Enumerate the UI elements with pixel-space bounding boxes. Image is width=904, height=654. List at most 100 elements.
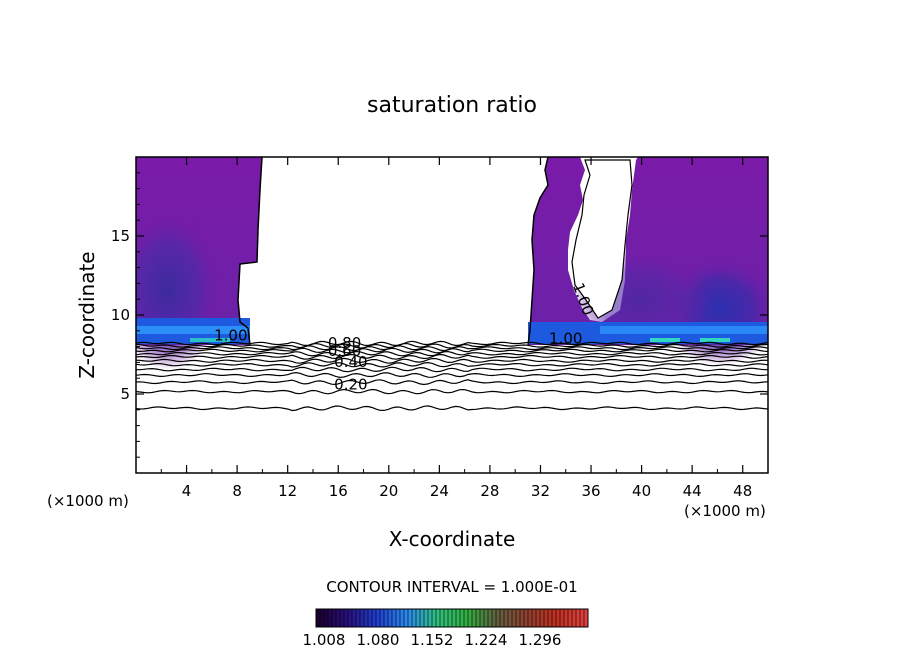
colorbar-cell xyxy=(508,609,513,627)
contour-line xyxy=(136,405,768,412)
colorbar-cell xyxy=(572,609,577,627)
colorbar-cell xyxy=(332,609,337,627)
x-tick-label: 8 xyxy=(232,482,242,500)
contour-line xyxy=(136,388,768,395)
colorbar-cell xyxy=(356,609,361,627)
colorbar-cell xyxy=(452,609,457,627)
colorbar-cell xyxy=(372,609,377,627)
chart-title: saturation ratio xyxy=(367,93,537,118)
colorbar-cell xyxy=(536,609,541,627)
colorbar-cell xyxy=(512,609,517,627)
cyan-streak-2 xyxy=(700,338,730,342)
x-tick-label: 40 xyxy=(632,482,651,500)
colorbar-cell xyxy=(376,609,381,627)
y-tick-label: 10 xyxy=(111,306,130,324)
colorbar-cell xyxy=(516,609,521,627)
colorbar-labels: 1.008 1.080 1.152 1.224 1.296 xyxy=(303,631,562,649)
colorbar-cell xyxy=(496,609,501,627)
colorbar-cell xyxy=(428,609,433,627)
colorbar-cell xyxy=(384,609,389,627)
colorbar-label: 1.224 xyxy=(465,631,508,649)
bright-band-left xyxy=(136,326,250,334)
colorbar-label: 1.152 xyxy=(411,631,454,649)
white-gap xyxy=(571,159,633,319)
contour-lines xyxy=(136,340,768,412)
contour-line xyxy=(136,353,768,360)
contour-line xyxy=(136,347,768,354)
colorbar-cell xyxy=(328,609,333,627)
contour-label: 1.00 xyxy=(214,326,247,344)
contour-label: 0.40 xyxy=(334,353,367,371)
contour-line xyxy=(136,350,768,357)
x-tick-label: 32 xyxy=(531,482,550,500)
contour-label: 1.00 xyxy=(549,329,582,347)
colorbar-cell xyxy=(476,609,481,627)
colorbar-cell xyxy=(388,609,393,627)
colorbar xyxy=(315,609,589,627)
plot-field xyxy=(136,157,768,412)
colorbar-cell xyxy=(580,609,585,627)
colorbar-cell xyxy=(504,609,509,627)
colorbar-cell xyxy=(316,609,321,627)
x-tick-label: 16 xyxy=(329,482,348,500)
colorbar-cell xyxy=(444,609,449,627)
colorbar-cell xyxy=(412,609,417,627)
x-axis-label: X-coordinate xyxy=(389,527,516,551)
colorbar-cell xyxy=(568,609,573,627)
contour-label: 0.20 xyxy=(334,375,367,393)
colorbar-cell xyxy=(460,609,465,627)
colorbar-cell xyxy=(360,609,365,627)
colorbar-cell xyxy=(348,609,353,627)
colorbar-cell xyxy=(480,609,485,627)
x-tick-label: 36 xyxy=(581,482,600,500)
colorbar-cell xyxy=(344,609,349,627)
colorbar-cell xyxy=(456,609,461,627)
colorbar-frame xyxy=(315,608,589,628)
x-tick-label: 28 xyxy=(480,482,499,500)
colorbar-cell xyxy=(420,609,425,627)
contour-interval-text: CONTOUR INTERVAL = 1.000E-01 xyxy=(326,578,577,596)
colorbar-label: 1.296 xyxy=(519,631,562,649)
contour-line xyxy=(136,357,768,364)
x-tick-label: 4 xyxy=(182,482,192,500)
colorbar-cell xyxy=(324,609,329,627)
contour-labels: 1.00 0.800.600.400.201.001.00 xyxy=(214,280,597,393)
y-tick-label: 15 xyxy=(111,227,130,245)
colorbar-cell xyxy=(540,609,545,627)
colorbar-label: 1.008 xyxy=(303,631,346,649)
colorbar-cell xyxy=(416,609,421,627)
boundary-left xyxy=(237,157,263,346)
colorbar-cell xyxy=(484,609,489,627)
x-tick-label: 44 xyxy=(683,482,702,500)
colorbar-cell xyxy=(464,609,469,627)
colorbar-cell xyxy=(336,609,341,627)
colorbar-cell xyxy=(488,609,493,627)
y-axis-ticks: 5 10 15 xyxy=(111,172,768,458)
colorbar-cell xyxy=(368,609,373,627)
cyan-streak-3 xyxy=(190,338,230,342)
contour-label: 0.60 xyxy=(328,342,361,360)
contour-line xyxy=(136,371,768,379)
colorbar-cell xyxy=(424,609,429,627)
colorbar-cell xyxy=(500,609,505,627)
colorbar-cell xyxy=(552,609,557,627)
x-axis-ticks: 4 8 12 16 20 24 28 32 36 40 44 48 xyxy=(160,157,752,500)
contour-line xyxy=(136,379,768,386)
colorbar-cell xyxy=(556,609,561,627)
colorbar-cell xyxy=(560,609,565,627)
colorbar-cell xyxy=(532,609,537,627)
colorbar-cell xyxy=(436,609,441,627)
contour-line xyxy=(136,340,768,347)
x-tick-label: 20 xyxy=(379,482,398,500)
colorbar-cell xyxy=(404,609,409,627)
boundary-right xyxy=(527,157,549,346)
colorbar-cell xyxy=(528,609,533,627)
colorbar-cell xyxy=(380,609,385,627)
colorbar-cell xyxy=(448,609,453,627)
colorbar-cell xyxy=(544,609,549,627)
colorbar-cell xyxy=(440,609,445,627)
contour-label: 0.80 xyxy=(328,334,361,352)
colorbar-cell xyxy=(584,609,589,627)
colorbar-cell xyxy=(400,609,405,627)
